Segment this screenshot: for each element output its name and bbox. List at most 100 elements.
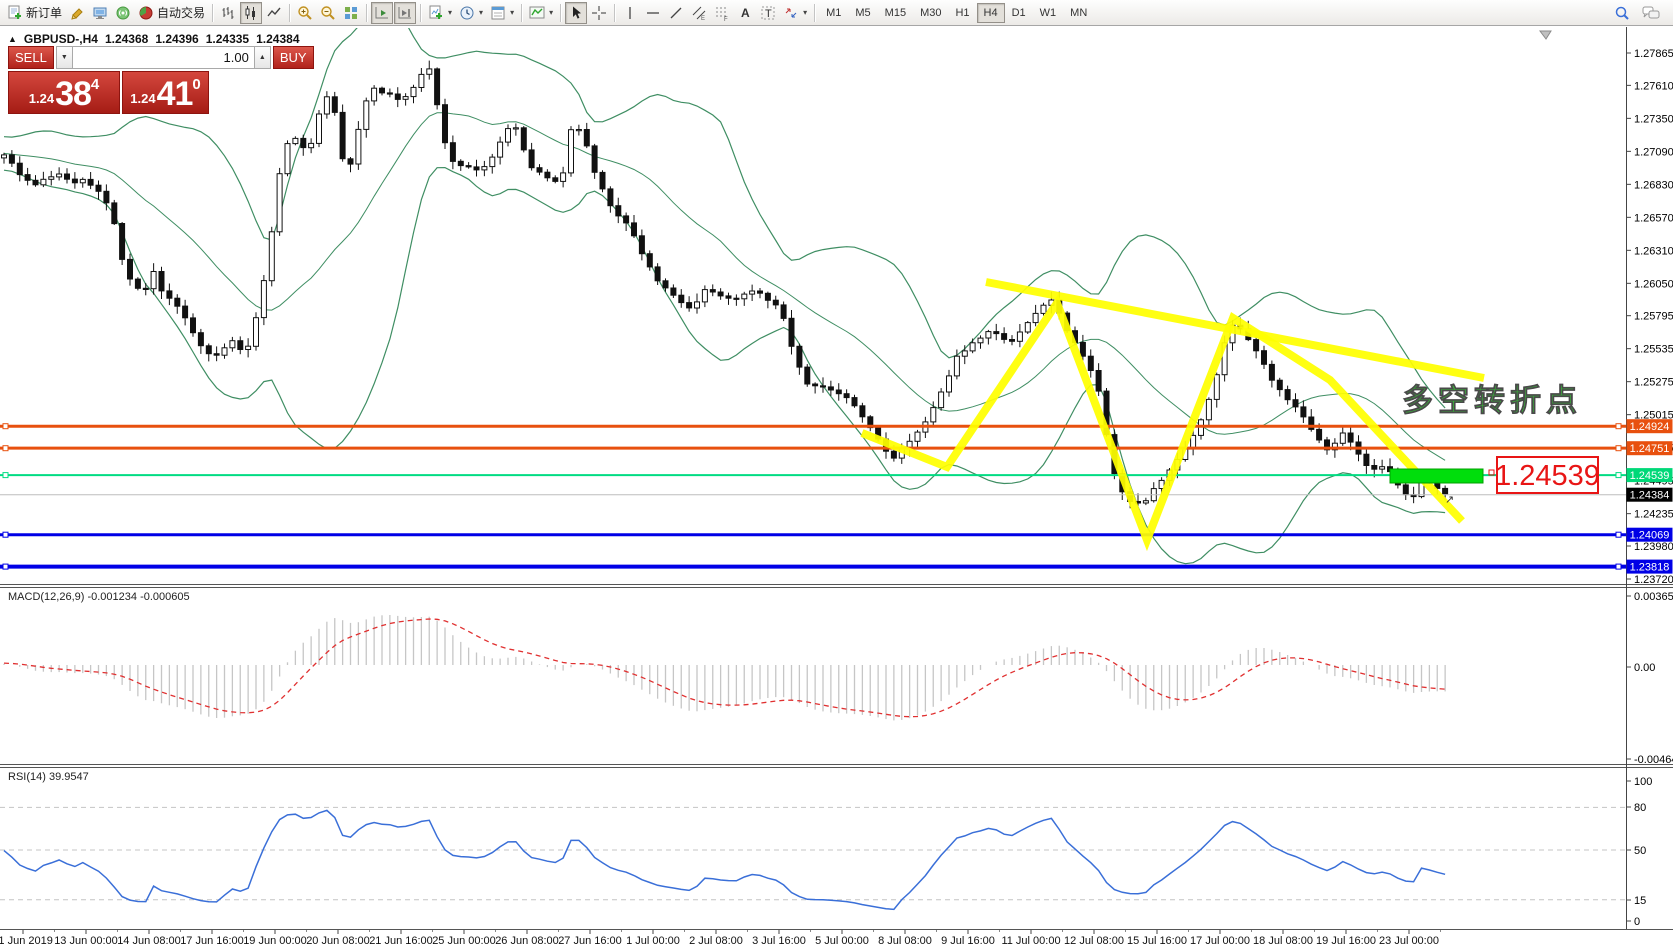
auto-scroll-button[interactable]: [371, 1, 394, 24]
chart-shift-button[interactable]: [394, 1, 417, 24]
autotrading-button[interactable]: 自动交易: [135, 2, 208, 24]
new-order-button[interactable]: 新订单: [4, 2, 65, 24]
line-anchor-marker[interactable]: [1615, 531, 1622, 538]
time-tick-label: 23 Jul 00:00: [1379, 935, 1439, 947]
line-anchor-marker[interactable]: [2, 445, 9, 452]
macd-indicator: [3, 615, 1446, 721]
volume-input[interactable]: [72, 46, 254, 69]
line-anchor-marker[interactable]: [2, 531, 9, 538]
toolbar-separator: [614, 3, 616, 22]
line-anchor-marker[interactable]: [1615, 563, 1622, 570]
signals-button[interactable]: [112, 2, 134, 24]
time-tick-label: 3 Jul 16:00: [752, 935, 806, 947]
bollinger-lower[interactable]: [3, 166, 1446, 565]
sell-button[interactable]: SELL: [8, 46, 54, 69]
toolbar-separator: [560, 3, 562, 22]
arrow-objects-icon: [785, 8, 797, 17]
line-anchor-marker[interactable]: [2, 563, 9, 570]
cursor-button[interactable]: [565, 1, 588, 24]
line-chart-button[interactable]: [263, 2, 285, 24]
indicators-button[interactable]: ▾: [526, 2, 556, 24]
trendline-button[interactable]: [665, 2, 687, 24]
crosshair-button[interactable]: [588, 2, 610, 24]
svg-text:T: T: [765, 8, 772, 20]
price-badge-1.23818: [1626, 559, 1673, 574]
arrows-button[interactable]: ▾: [780, 2, 810, 24]
turning-point-annotation: 多空转折点: [1402, 383, 1582, 418]
profiles-button[interactable]: [89, 2, 111, 24]
price-axis[interactable]: 1.27865 1.27610 1.27350 1.27090 1.26830 1.265…: [1626, 27, 1673, 929]
timeframe-button-m15[interactable]: M15: [878, 3, 913, 23]
sell-price-display[interactable]: 1.24 38 4: [8, 71, 120, 114]
bollinger-middle[interactable]: [3, 112, 1446, 461]
buy-price-display[interactable]: 1.24 41 0: [122, 71, 209, 114]
new-chart-button[interactable]: ▾: [425, 2, 455, 24]
time-tick-label: 11 Jul 00:00: [1001, 935, 1060, 947]
volume-down-button[interactable]: ▼: [55, 46, 73, 69]
price-tick-label: 1.24235: [1634, 509, 1673, 521]
bar-chart-button[interactable]: [217, 2, 239, 24]
indicators-icon: [529, 6, 545, 18]
new-order-icon: [8, 5, 21, 19]
time-tick-label: 13 Jun 00:00: [54, 935, 118, 947]
timeframe-button-h1[interactable]: H1: [948, 3, 976, 23]
text-button[interactable]: A: [734, 2, 756, 24]
rsi-axis-label: 100: [1634, 776, 1652, 788]
bollinger-upper[interactable]: [3, 3, 1446, 409]
timeframe-button-w1[interactable]: W1: [1033, 3, 1064, 23]
periods-button[interactable]: ▾: [456, 2, 486, 24]
toolbar-separator: [212, 3, 214, 22]
buy-button[interactable]: BUY: [272, 46, 314, 69]
callout-anchor-marker[interactable]: [1488, 469, 1495, 476]
timeframe-button-d1[interactable]: D1: [1005, 3, 1033, 23]
timeframe-button-h4[interactable]: H4: [976, 2, 1005, 23]
highlighter-button[interactable]: [66, 2, 88, 24]
vertical-line-button[interactable]: [619, 2, 641, 24]
timeframe-button-m1[interactable]: M1: [819, 3, 848, 23]
candlestick-button[interactable]: [240, 1, 263, 24]
zoom-in-button[interactable]: [294, 2, 316, 24]
rsi-indicator: [0, 806, 1626, 911]
line-anchor-marker[interactable]: [1615, 445, 1622, 452]
support-zone-box[interactable]: [1389, 468, 1484, 484]
line-anchor-marker[interactable]: [1615, 472, 1622, 479]
line-anchor-marker[interactable]: [2, 472, 9, 479]
yellow-trendline-1[interactable]: [985, 278, 1485, 382]
autotrading-label: 自动交易: [157, 6, 206, 20]
chart-shift-marker[interactable]: [1539, 30, 1552, 40]
timeframe-button-mn[interactable]: MN: [1063, 3, 1094, 23]
equidistant-channel-button[interactable]: E: [688, 2, 710, 24]
fibonacci-icon: F: [716, 7, 729, 21]
time-tick-label: 9 Jul 16:00: [941, 935, 995, 947]
fibonacci-button[interactable]: F: [711, 2, 733, 24]
templates-button[interactable]: ▾: [487, 2, 517, 24]
sell-price-pip: 4: [90, 76, 100, 93]
clock-icon: [460, 6, 474, 19]
bollinger-bands: [3, 3, 1446, 565]
timeframe-button-m30[interactable]: M30: [913, 3, 948, 23]
chat-button[interactable]: [1639, 2, 1663, 24]
crosshair-icon: [592, 5, 607, 20]
line-anchor-marker[interactable]: [2, 423, 9, 430]
timeframe-button-m5[interactable]: M5: [848, 3, 877, 23]
horizontal-line-button[interactable]: [642, 2, 664, 24]
rsi-axis-label: 0: [1634, 916, 1640, 928]
quote-header: ▲ GBPUSD-,H4 1.24368 1.24396 1.24335 1.2…: [8, 32, 300, 46]
yellow-trendline-2[interactable]: [860, 294, 1465, 552]
caret-down-icon: ▾: [448, 8, 453, 17]
price-badge-label: 1.24384: [1630, 490, 1670, 502]
price-badge-1.24924: [1626, 419, 1673, 434]
line-anchor-marker[interactable]: [1615, 423, 1622, 430]
volume-up-button[interactable]: ▲: [253, 46, 271, 69]
timeframe-group: M1 M5 M15 M30 H1 H4 D1 W1 MN: [819, 2, 1094, 23]
zoom-out-button[interactable]: [317, 2, 339, 24]
search-button[interactable]: [1611, 2, 1633, 24]
tile-windows-button[interactable]: [340, 2, 362, 24]
price-callout-box[interactable]: [1496, 456, 1599, 494]
time-tick-label: 12 Jul 08:00: [1064, 935, 1124, 947]
text-label-button[interactable]: T: [757, 2, 779, 24]
text-icon: A: [741, 6, 750, 20]
channel-icon: E: [692, 6, 706, 21]
